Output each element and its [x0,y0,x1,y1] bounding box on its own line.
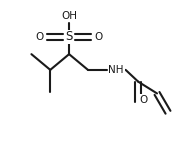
Text: O: O [95,32,103,42]
Text: S: S [65,30,73,43]
Text: O: O [35,32,43,42]
Text: O: O [139,95,148,105]
Text: OH: OH [61,11,77,22]
Text: NH: NH [108,65,124,75]
